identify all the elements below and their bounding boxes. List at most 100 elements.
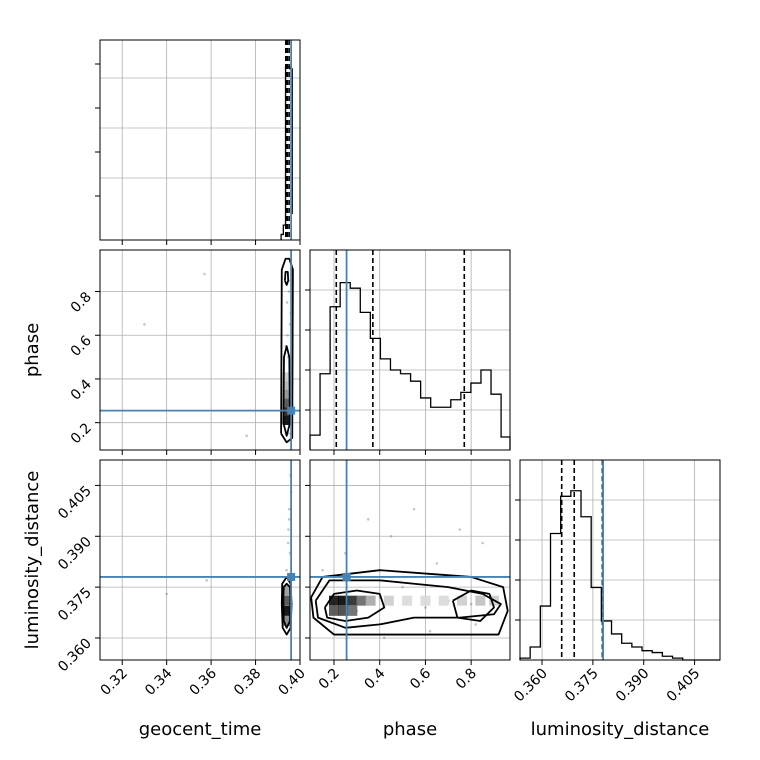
- ld-phase-sample-9: [389, 534, 393, 538]
- phase-geocent-ytick-label-2: 0.6: [68, 333, 95, 360]
- ld-geocent-xtick-label-1: 0.34: [142, 665, 175, 698]
- hist-geocent-frame: [99, 39, 301, 241]
- ld-phase-sample-13: [412, 507, 416, 511]
- ld-phase-density-cell-6: [347, 605, 358, 616]
- hist-ld-xtick-label-3: 0.405: [664, 666, 704, 706]
- xlabel-geocent-time: geocent_time: [139, 719, 262, 740]
- ld-geocent-density-cell-2: [282, 585, 291, 596]
- hist-phase-histogram: [309, 281, 511, 450]
- ld-phase-density-cell-5: [338, 605, 349, 616]
- ld-phase-density-cell-1: [338, 595, 349, 606]
- phase-geocent-density-cell-5: [282, 372, 291, 382]
- ld-phase-sample-11: [481, 541, 484, 545]
- ld-geocent-density-cell-1: [282, 595, 291, 606]
- phase-geocent-contour-2: [283, 270, 290, 286]
- phase-geocent-ytick-label-3: 0.8: [68, 289, 95, 316]
- panel-luminosity-distance-vs-phase: 0.2 0.4 0.6 0.8: [305, 459, 511, 693]
- phase-geocent-sample-7: [285, 301, 289, 304]
- phase-geocent-density-cell-4: [282, 381, 291, 391]
- ld-phase-sample-14: [458, 528, 462, 531]
- ld-geocent-ytick-label-1: 0.375: [55, 585, 95, 625]
- phase-geocent-sample-15: [286, 333, 289, 337]
- ld-phase-sample-3: [401, 585, 404, 589]
- hist-ld-histogram: [519, 490, 720, 661]
- ylabel-luminosity-distance: luminosity_distance: [22, 471, 43, 650]
- ld-phase-sample-4: [424, 606, 427, 609]
- ld-phase-contour-2: [310, 569, 509, 636]
- ld-geocent-density-cell-3: [282, 616, 291, 627]
- ld-phase-injection-point: [342, 572, 351, 581]
- panel-hist-geocent-time: [95, 39, 301, 245]
- ld-phase-sample-19: [474, 623, 478, 626]
- phase-geocent-sample-20: [203, 272, 206, 276]
- ld-geocent-xtick-label-3: 0.38: [231, 666, 264, 699]
- phase-geocent-contour-0: [282, 345, 291, 437]
- ld-geocent-frame: [99, 459, 301, 661]
- ld-phase-density-cell-13: [475, 595, 486, 606]
- phase-geocent-ytick-label-1: 0.4: [68, 376, 95, 403]
- ld-geocent-xtick-label-0: 0.32: [98, 666, 131, 699]
- ld-geocent-sample-10: [287, 518, 291, 521]
- phase-geocent-sample-22: [245, 434, 248, 438]
- panel-phase-vs-geocent-time: 0.2 0.4 0.6 0.8: [68, 249, 301, 455]
- ld-phase-density-cell-2: [347, 595, 358, 606]
- phase-geocent-density-cell-1: [282, 407, 291, 417]
- ld-geocent-ytick-label-2: 0.390: [55, 534, 95, 574]
- ld-phase-density-cell-0: [329, 595, 339, 606]
- axis-labels: geocent_time phase luminosity_distance p…: [22, 323, 709, 740]
- ld-geocent-xtick-label-4: 0.40: [275, 666, 308, 699]
- ld-phase-density-cell-3: [356, 595, 367, 606]
- xlabel-luminosity-distance: luminosity_distance: [531, 719, 710, 740]
- phase-geocent-sample-17: [287, 290, 291, 293]
- phase-geocent-density-cell-2: [282, 398, 291, 408]
- hist-geocent-bg: [100, 40, 300, 240]
- ld-phase-density-cell-4: [329, 605, 339, 616]
- phase-geocent-injection-point: [287, 406, 296, 415]
- phase-geocent-sample-21: [143, 323, 146, 326]
- ld-phase-xtick-label-1: 0.4: [361, 665, 388, 692]
- ld-geocent-ytick-label-3: 0.405: [55, 483, 95, 523]
- panel-luminosity-distance-vs-geocent-time: 0.32 0.34 0.36 0.38 0.40 0.360 0.375 0.390 0.405: [55, 459, 309, 699]
- ld-geocent-sample-2: [285, 568, 288, 572]
- ld-phase-density-cell-8: [383, 595, 394, 606]
- ld-phase-contour-1: [314, 579, 502, 629]
- ld-phase-contour-3: [451, 589, 495, 622]
- ld-phase-density-cell-12: [457, 595, 467, 606]
- ld-phase-xtick-label-3: 0.8: [453, 666, 480, 693]
- ylabel-phase: phase: [22, 323, 43, 377]
- ld-phase-frame: [309, 459, 511, 661]
- ld-phase-xtick-label-2: 0.6: [407, 665, 434, 692]
- ld-geocent-sample-9: [286, 541, 290, 545]
- ld-phase-density-cell-10: [420, 595, 431, 606]
- ld-phase-density-cell-9: [402, 595, 413, 606]
- ld-geocent-xtick-label-2: 0.36: [187, 665, 220, 698]
- ld-phase-sample-10: [435, 562, 439, 565]
- ld-geocent-sample-5: [288, 507, 291, 511]
- phase-geocent-density-cell-3: [282, 389, 291, 399]
- phase-geocent-ytick-label-0: 0.2: [68, 420, 95, 447]
- panel-hist-luminosity-distance: 0.360 0.375 0.390 0.405: [511, 459, 721, 706]
- ld-phase-xtick-label-0: 0.2: [316, 666, 343, 693]
- ld-phase-sample-6: [469, 602, 473, 606]
- hist-ld-xtick-label-0: 0.360: [511, 666, 551, 706]
- xlabel-phase: phase: [383, 719, 437, 740]
- panel-hist-phase: [305, 249, 511, 455]
- phase-geocent-density-cell-0: [282, 415, 291, 425]
- ld-geocent-injection-point: [287, 572, 296, 581]
- hist-ld-frame: [519, 459, 721, 661]
- hist-phase-frame: [309, 249, 511, 451]
- ld-phase-density-cell-7: [365, 595, 376, 606]
- ld-geocent-density-cell-0: [282, 605, 291, 616]
- ld-phase-sample-12: [366, 518, 370, 521]
- ld-phase-sample-15: [321, 568, 324, 572]
- ld-phase-contour-0: [323, 589, 386, 622]
- ld-geocent-ytick-label-0: 0.360: [55, 635, 95, 675]
- phase-geocent-sample-11: [288, 432, 291, 435]
- hist-ld-xtick-label-1: 0.375: [562, 666, 602, 706]
- phase-geocent-frame: [99, 249, 301, 451]
- ld-geocent-sample-11: [205, 579, 208, 582]
- ld-phase-sample-17: [382, 636, 386, 640]
- ld-geocent-sample-12: [165, 592, 168, 596]
- ld-geocent-sample-4: [287, 528, 290, 531]
